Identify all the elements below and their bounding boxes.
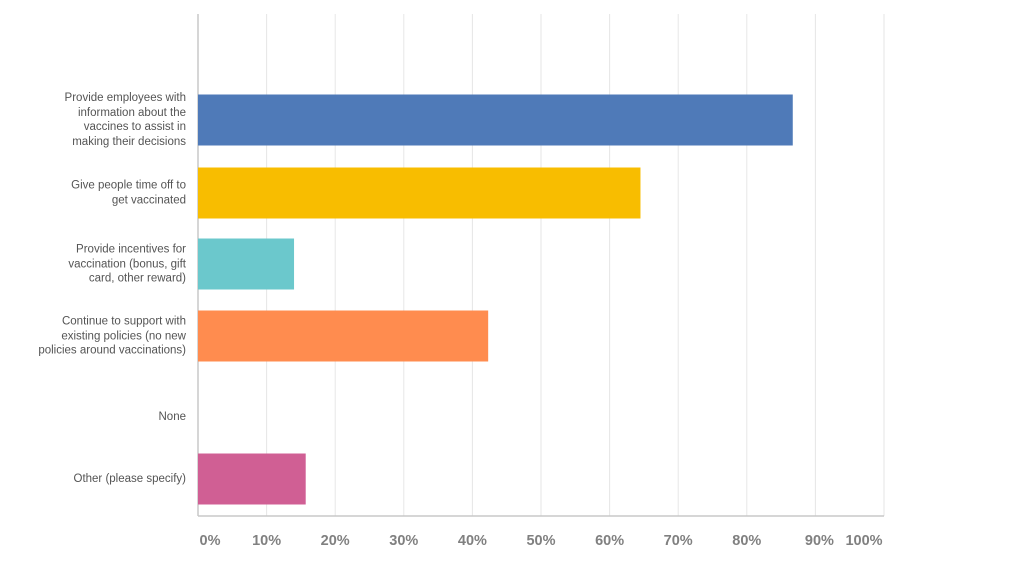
- category-label-line: Continue to support with: [61, 315, 186, 328]
- category-label-line: Other (please specify): [73, 472, 187, 485]
- x-tick-label: 100%: [845, 533, 883, 549]
- category-label-line: vaccines to assist in: [83, 121, 186, 133]
- category-label-line: vaccination (bonus, gift: [68, 257, 186, 270]
- category-label: None: [8, 410, 187, 425]
- x-tick-label: 40%: [457, 533, 487, 549]
- bar: [198, 310, 489, 362]
- x-tick-label: 20%: [320, 533, 350, 549]
- category-label: Provide incentives for vaccination (bonus…: [8, 242, 186, 286]
- category-label-line: policies around vaccinations): [38, 344, 186, 357]
- category-label: Give people time off to get vaccinated: [8, 179, 186, 208]
- category-label: Provide employees with information about …: [8, 91, 186, 149]
- x-tick-label: 70%: [663, 533, 693, 549]
- x-tick-label: 90%: [804, 533, 834, 549]
- x-tick-label: 50%: [526, 533, 556, 549]
- bar: [198, 238, 295, 290]
- category-label-line: Provide incentives for: [76, 243, 186, 256]
- category-label-line: information about the: [77, 106, 186, 119]
- x-tick-label: 30%: [389, 533, 419, 549]
- category-label-line: Provide employees with: [64, 92, 186, 104]
- category-label-line: get vaccinated: [111, 194, 186, 206]
- x-tick-label: 0%: [199, 533, 221, 549]
- category-label-line: making their decisions: [72, 135, 186, 148]
- category-label: Continue to support with existing policie…: [8, 314, 186, 358]
- category-label-line: None: [158, 410, 187, 423]
- x-tick-label: 10%: [252, 533, 282, 549]
- x-tick-label: 60%: [595, 533, 625, 549]
- category-label-line: Give people time off to: [71, 179, 186, 192]
- category-label: Other (please specify): [8, 472, 187, 487]
- category-label-line: card, other reward): [88, 272, 186, 285]
- category-label-line: existing policies (no new: [61, 329, 186, 342]
- bar: [198, 453, 306, 505]
- x-tick-label: 80%: [732, 533, 762, 549]
- bar: [198, 167, 641, 219]
- bar: [198, 94, 793, 146]
